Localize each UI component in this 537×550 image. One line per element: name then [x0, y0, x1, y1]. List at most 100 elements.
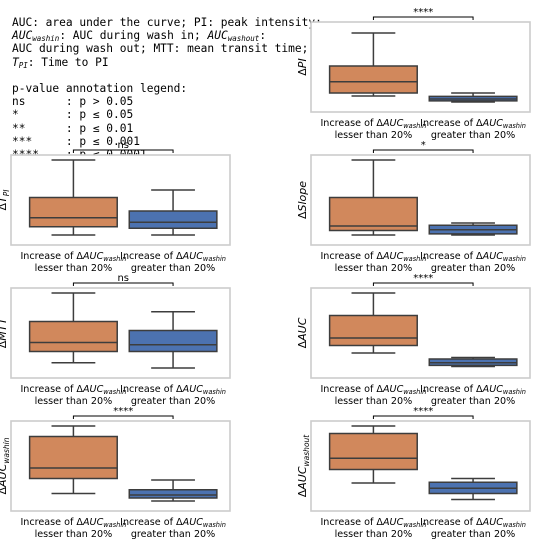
- x-tick-subscript: washin: [503, 122, 526, 130]
- x-tick-label-lesser: Increase of ΔAUCwashin: [20, 517, 126, 529]
- x-tick-subscript: washin: [503, 255, 526, 263]
- x-tick-subscript: washin: [503, 388, 526, 396]
- y-label-delta: Δ: [0, 203, 9, 211]
- x-tick-label-greater: Increase of ΔAUCwashin: [120, 384, 226, 396]
- legend-line: TPI: Time to PI: [12, 56, 322, 69]
- x-tick-subscript: washin: [403, 255, 426, 263]
- x-tick-prefix: Increase of Δ: [20, 517, 83, 528]
- x-tick-var: AUC: [82, 517, 104, 528]
- significance-label: ****: [413, 406, 433, 417]
- box-lesser: [328, 432, 418, 471]
- significance-bracket: [72, 415, 174, 419]
- legend-text: AUC: [12, 29, 33, 43]
- legend-line: ** : p ≤ 0.01: [12, 122, 322, 135]
- legend-text: ** : p ≤ 0.01: [12, 121, 134, 135]
- significance-label: ****: [413, 7, 433, 18]
- legend-text: *** : p ≤ 0.001: [12, 134, 140, 148]
- x-tick-prefix: Increase of Δ: [120, 517, 183, 528]
- box-lesser: [28, 435, 118, 480]
- x-tick-subscript: washin: [403, 521, 426, 529]
- y-axis-label: ΔTPI: [0, 189, 11, 211]
- x-tick-label-greater-line2: greater than 20%: [431, 263, 515, 274]
- x-tick-var: AUC: [82, 384, 104, 395]
- box-lesser: [28, 196, 118, 228]
- x-tick-label-lesser: Increase of ΔAUCwashin: [320, 517, 426, 529]
- significance-label: ****: [113, 406, 133, 417]
- y-label-delta: Δ: [296, 68, 309, 76]
- x-tick-prefix: Increase of Δ: [320, 517, 383, 528]
- box-lesser: [28, 320, 118, 353]
- y-label-var: AUC: [296, 317, 309, 342]
- y-label-delta: Δ: [296, 211, 309, 219]
- x-tick-label-greater-line2: greater than 20%: [431, 130, 515, 141]
- x-tick-subscript: washin: [103, 521, 126, 529]
- y-axis-label: ΔMTT: [0, 316, 9, 348]
- significance-label: *: [421, 140, 426, 151]
- x-tick-prefix: Increase of Δ: [120, 251, 183, 262]
- y-axis-label: ΔAUC: [296, 317, 309, 348]
- panel-aucwashin: ****ΔAUCwashinIncrease of ΔAUCwashinless…: [0, 406, 231, 540]
- x-tick-label-lesser-line2: lesser than 20%: [335, 130, 413, 141]
- box-greater: [128, 489, 218, 499]
- x-tick-label-lesser: Increase of ΔAUCwashin: [320, 118, 426, 130]
- x-tick-var: AUC: [182, 517, 204, 528]
- box-lesser: [328, 65, 418, 94]
- x-tick-var: AUC: [382, 251, 404, 262]
- x-tick-var: AUC: [182, 251, 204, 262]
- x-tick-prefix: Increase of Δ: [320, 118, 383, 129]
- significance-label: ****: [413, 273, 433, 284]
- x-tick-subscript: washin: [203, 521, 226, 529]
- significance-bracket: [72, 282, 174, 286]
- x-tick-subscript: washin: [203, 255, 226, 263]
- legend-line: AUCwashin: AUC during wash in; AUCwashou…: [12, 29, 322, 42]
- legend-text: : Time to PI: [27, 55, 109, 69]
- x-tick-prefix: Increase of Δ: [420, 251, 483, 262]
- x-tick-var: AUC: [382, 517, 404, 528]
- legend-text: PI: [18, 60, 28, 70]
- y-label-subscript: washin: [2, 437, 11, 463]
- box-greater: [128, 329, 218, 353]
- x-tick-prefix: Increase of Δ: [420, 118, 483, 129]
- x-tick-label-lesser-line2: lesser than 20%: [35, 263, 113, 274]
- x-tick-prefix: Increase of Δ: [20, 384, 83, 395]
- x-tick-label-greater: Increase of ΔAUCwashin: [420, 118, 526, 130]
- legend-line: AUC during wash out; MTT: mean transit t…: [12, 42, 322, 55]
- x-tick-prefix: Increase of Δ: [420, 384, 483, 395]
- y-axis-label: ΔSlope: [296, 181, 309, 219]
- legend-text: AUC: area under the curve; PI: peak inte…: [12, 16, 322, 29]
- y-axis-label: ΔAUCwashin: [0, 437, 11, 494]
- y-label-var: MTT: [0, 316, 9, 340]
- x-tick-label-greater-line2: greater than 20%: [131, 529, 215, 540]
- legend-text: ns : p > 0.05: [12, 95, 134, 109]
- legend-line: AUC: area under the curve; PI: peak inte…: [12, 16, 322, 29]
- y-label-var: AUC: [296, 466, 309, 491]
- x-tick-label-lesser-line2: lesser than 20%: [335, 396, 413, 407]
- x-tick-prefix: Increase of Δ: [120, 384, 183, 395]
- legend-text: AUC: [207, 29, 228, 43]
- x-tick-label-greater-line2: greater than 20%: [431, 529, 515, 540]
- significance-bracket: [372, 16, 474, 20]
- box-lesser: [328, 196, 418, 232]
- y-label-var: Slope: [296, 181, 309, 212]
- x-tick-var: AUC: [382, 384, 404, 395]
- abbreviation-legend: AUC: area under the curve; PI: peak inte…: [12, 16, 322, 161]
- x-tick-prefix: Increase of Δ: [320, 251, 383, 262]
- x-tick-label-lesser-line2: lesser than 20%: [35, 529, 113, 540]
- legend-line: ns : p > 0.05: [12, 95, 322, 108]
- x-tick-label-lesser: Increase of ΔAUCwashin: [20, 251, 126, 263]
- x-tick-label-greater-line2: greater than 20%: [131, 396, 215, 407]
- x-tick-var: AUC: [382, 118, 404, 129]
- y-label-delta: Δ: [0, 340, 9, 348]
- x-tick-var: AUC: [82, 251, 104, 262]
- significance-bracket: [372, 149, 474, 153]
- x-tick-subscript: washin: [203, 388, 226, 396]
- legend-line: *** : p ≤ 0.001: [12, 135, 322, 148]
- legend-text: AUC during wash out; MTT: mean transit t…: [12, 42, 309, 56]
- box-greater: [128, 210, 218, 229]
- legend-text: * : p ≤ 0.05: [12, 108, 134, 122]
- significance-label: ns: [117, 140, 129, 151]
- legend-text: :: [259, 29, 267, 43]
